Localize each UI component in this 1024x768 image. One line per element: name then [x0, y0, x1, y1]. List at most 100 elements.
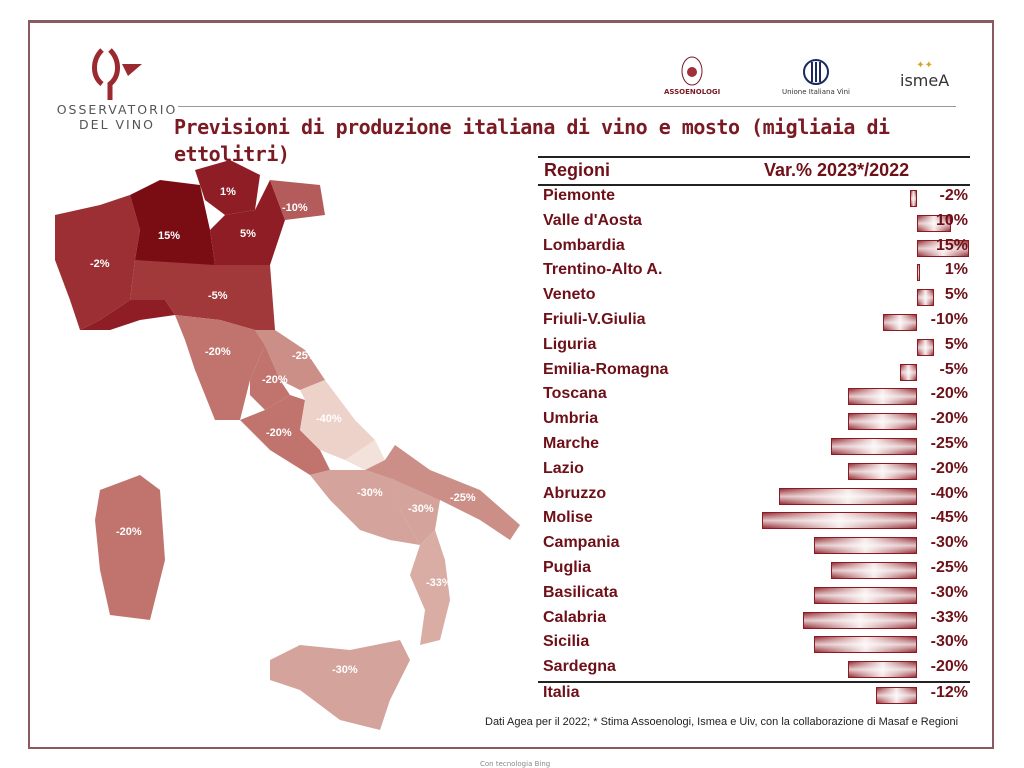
region-sardegna	[95, 475, 165, 620]
map-label-piemonte: -2%	[90, 258, 110, 270]
ismea-icon: ✦✦	[916, 60, 933, 71]
value-label: 15%	[935, 236, 968, 254]
region-veneto	[210, 180, 285, 265]
brand-line1: OSSERVATORIO	[56, 102, 178, 117]
bar	[917, 264, 921, 282]
uiv-logo: Unione Italiana Vini	[782, 58, 850, 96]
value-label: 10%	[935, 211, 968, 229]
bar	[848, 462, 917, 480]
value-label: 1%	[944, 261, 968, 279]
header-divider	[178, 106, 956, 107]
value-label: -30%	[930, 583, 968, 601]
region-friuli	[270, 180, 325, 220]
bar	[910, 190, 917, 207]
value-label: -20%	[930, 410, 968, 428]
map-label-umbria: -20%	[262, 374, 288, 386]
bar	[848, 413, 917, 431]
region-lazio	[240, 395, 330, 475]
region-campania	[310, 470, 420, 545]
region-emilia	[130, 260, 275, 330]
row-label: Abruzzo	[543, 484, 607, 502]
region-molise	[345, 440, 385, 470]
bar	[899, 363, 917, 381]
bar	[848, 388, 917, 406]
brand-name: OSSERVATORIO DEL VINO	[52, 102, 182, 132]
value-label: 5%	[944, 286, 968, 304]
map-label-calabria: -33%	[426, 577, 452, 589]
region-toscana	[175, 315, 265, 420]
row-label: Campania	[543, 534, 620, 552]
map-label-lombardia: 15%	[158, 230, 181, 242]
ismea-logo: ✦✦ ismeA	[900, 60, 950, 90]
value-label: -30%	[930, 534, 968, 552]
chart-title: Previsioni di produzione italiana di vin…	[174, 115, 890, 166]
region-basilicata	[395, 480, 440, 545]
value-label: -25%	[930, 435, 968, 452]
map-label-lazio: -20%	[266, 427, 292, 439]
region-piemonte	[55, 195, 140, 330]
value-label: -40%	[930, 484, 968, 502]
map-label-sicilia: -30%	[332, 664, 358, 676]
value-label: -45%	[930, 509, 968, 527]
map-label-puglia: -25%	[450, 492, 476, 504]
value-label: -20%	[930, 658, 968, 676]
region-lombardia	[130, 180, 215, 265]
row-label: Lazio	[543, 459, 584, 477]
row-label: Umbria	[543, 410, 599, 428]
region-marche	[255, 330, 325, 390]
uiv-icon	[802, 59, 829, 85]
row-label: Trentino-Alto A.	[543, 261, 663, 279]
row-label: Lombardia	[543, 236, 625, 254]
region-sicilia	[270, 640, 410, 730]
row-label: Valle d'Aosta	[543, 211, 642, 229]
map-label-abruzzo: -40%	[316, 413, 342, 425]
map-label-sardegna: -20%	[116, 526, 142, 538]
value-label: -33%	[930, 608, 968, 626]
bar	[830, 562, 917, 579]
table-top-rule	[538, 156, 970, 158]
bar	[882, 314, 917, 331]
table-total-rule	[538, 681, 970, 683]
row-label: Sardegna	[543, 658, 616, 676]
row-label: Piemonte	[543, 187, 616, 204]
footer-credit: Con tecnologia Bing	[480, 760, 551, 768]
bar	[813, 586, 917, 604]
brand-line2: DEL VINO	[79, 117, 155, 132]
row-label: Liguria	[543, 335, 597, 353]
value-label: -10%	[930, 311, 968, 328]
header-regioni: Regioni	[544, 160, 610, 180]
bar	[917, 338, 935, 356]
row-label: Basilicata	[543, 583, 618, 601]
region-liguria	[80, 300, 175, 330]
bar	[779, 487, 917, 505]
bar	[803, 611, 917, 629]
region-calabria	[410, 530, 450, 645]
row-label: Molise	[543, 509, 593, 527]
bar	[917, 289, 935, 307]
source-note: Dati Agea per il 2022; * Stima Assoenolo…	[485, 716, 959, 728]
header-variation: Var.% 2023*/2022	[764, 160, 910, 180]
map-label-basilicata: -30%	[408, 503, 434, 515]
bar	[830, 438, 917, 455]
value-label: -20%	[930, 385, 968, 403]
map-label-friuli: -10%	[282, 202, 308, 214]
region-trentino	[195, 160, 260, 215]
map-label-trentino: 1%	[220, 186, 236, 198]
bar	[813, 537, 917, 555]
row-label: Italia	[543, 684, 580, 701]
row-label: Toscana	[543, 385, 607, 403]
region-puglia	[365, 445, 520, 540]
value-label: -20%	[930, 459, 968, 477]
table-header-rule	[538, 184, 970, 186]
value-label: -5%	[939, 360, 968, 378]
row-label: Emilia-Romagna	[543, 360, 669, 378]
value-label: -2%	[939, 187, 968, 204]
slide-frame	[28, 20, 994, 749]
row-label: Puglia	[543, 559, 592, 576]
assoenologi-logo: ASSOENOLOGI	[664, 56, 720, 96]
bar	[762, 512, 917, 530]
bar	[875, 687, 917, 704]
osservatorio-logo-icon	[92, 46, 148, 106]
grape-icon	[681, 56, 703, 86]
region-umbria	[250, 345, 290, 410]
